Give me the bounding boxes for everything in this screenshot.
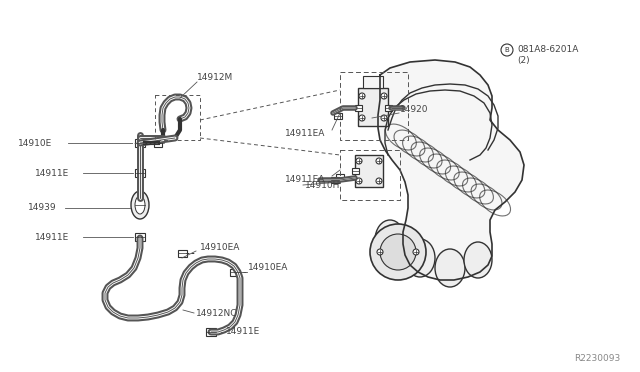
Circle shape: [381, 93, 387, 99]
Ellipse shape: [375, 220, 405, 260]
Text: B: B: [504, 47, 509, 53]
Ellipse shape: [435, 249, 465, 287]
Circle shape: [413, 249, 419, 255]
FancyBboxPatch shape: [336, 174, 344, 180]
FancyBboxPatch shape: [334, 113, 342, 119]
Text: 14910EA: 14910EA: [200, 244, 241, 253]
FancyBboxPatch shape: [363, 76, 383, 88]
Text: 14910H: 14910H: [305, 180, 340, 189]
Circle shape: [370, 224, 426, 280]
FancyBboxPatch shape: [331, 177, 339, 183]
Text: 14912NC: 14912NC: [196, 308, 237, 317]
FancyBboxPatch shape: [358, 88, 388, 126]
FancyBboxPatch shape: [230, 269, 239, 276]
Circle shape: [359, 93, 365, 99]
Text: (2): (2): [517, 55, 530, 64]
Circle shape: [359, 115, 365, 121]
Text: 14911EA: 14911EA: [285, 176, 325, 185]
Text: 14910EA: 14910EA: [248, 263, 289, 273]
FancyBboxPatch shape: [355, 155, 383, 187]
FancyBboxPatch shape: [135, 139, 145, 147]
Polygon shape: [378, 60, 524, 280]
Text: 14911E: 14911E: [35, 169, 69, 177]
Text: 14911E: 14911E: [226, 327, 260, 337]
FancyBboxPatch shape: [206, 328, 216, 336]
FancyBboxPatch shape: [355, 105, 362, 111]
FancyBboxPatch shape: [177, 250, 186, 257]
Circle shape: [381, 115, 387, 121]
Text: 14920: 14920: [400, 106, 429, 115]
Text: 14911E: 14911E: [35, 232, 69, 241]
Circle shape: [376, 158, 382, 164]
Text: 081A8-6201A: 081A8-6201A: [517, 45, 579, 55]
Text: 14912M: 14912M: [197, 73, 233, 81]
Ellipse shape: [464, 242, 492, 278]
Circle shape: [380, 234, 416, 270]
Ellipse shape: [131, 191, 149, 219]
Text: 14939: 14939: [28, 203, 56, 212]
Circle shape: [501, 44, 513, 56]
Text: 14911EA: 14911EA: [285, 128, 325, 138]
FancyBboxPatch shape: [385, 105, 392, 111]
FancyBboxPatch shape: [135, 233, 145, 241]
Circle shape: [356, 158, 362, 164]
Circle shape: [376, 178, 382, 184]
Text: 14910E: 14910E: [18, 138, 52, 148]
Circle shape: [356, 178, 362, 184]
Text: R2230093: R2230093: [573, 354, 620, 363]
Ellipse shape: [405, 239, 435, 277]
Circle shape: [377, 249, 383, 255]
FancyBboxPatch shape: [351, 168, 358, 174]
FancyBboxPatch shape: [154, 140, 162, 147]
FancyBboxPatch shape: [135, 169, 145, 177]
Ellipse shape: [135, 196, 145, 214]
